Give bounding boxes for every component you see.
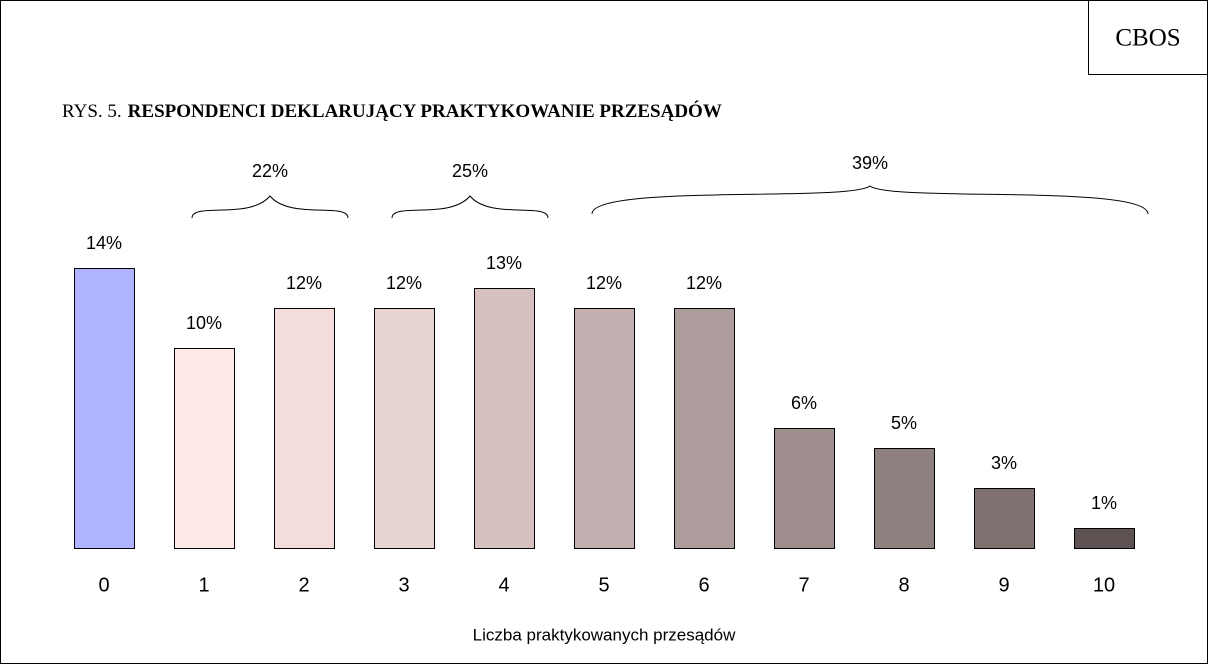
x-tick-label: 4 [498, 574, 509, 596]
group-label: 25% [452, 161, 488, 181]
source: CBOS [1115, 25, 1180, 52]
x-tick-label: 10 [1093, 574, 1115, 596]
bar [774, 428, 835, 549]
value-label: 12% [286, 273, 322, 293]
title: RYS. 5. RESPONDENCI DEKLARUJĄCY PRAKTYKOW… [62, 100, 722, 122]
x-tick-label: 0 [98, 574, 109, 596]
group-label: 22% [252, 161, 288, 181]
x-tick-label: 5 [598, 574, 609, 596]
x-tick-label: 2 [298, 574, 309, 596]
bar [874, 448, 935, 549]
value-label: 10% [186, 313, 222, 333]
x-axis-title: Liczba praktykowanych przesądów [473, 625, 736, 644]
x-tick-label: 7 [798, 574, 809, 596]
value-label: 12% [386, 273, 422, 293]
bar [74, 268, 135, 549]
value-label: 14% [86, 233, 122, 253]
bar [574, 308, 635, 549]
value-label: 1% [1091, 493, 1117, 513]
value-label: 13% [486, 253, 522, 273]
x-tick-label: 3 [398, 574, 409, 596]
x-tick-label: 6 [698, 574, 709, 596]
bar [474, 288, 535, 549]
x-tick-label: 8 [898, 574, 909, 596]
value-label: 12% [586, 273, 622, 293]
group-brace [591, 185, 1149, 215]
figure-label: RYS. 5. [62, 101, 122, 122]
bar [274, 308, 335, 549]
chart-title: RESPONDENCI DEKLARUJĄCY PRAKTYKOWANIE PR… [128, 100, 722, 122]
bar [1074, 528, 1135, 549]
x-tick-label: 1 [198, 574, 209, 596]
bar [974, 488, 1035, 549]
value-label: 5% [891, 413, 917, 433]
group-label: 39% [852, 153, 888, 173]
bar [174, 348, 235, 549]
value-label: 3% [991, 453, 1017, 473]
group-brace [391, 195, 549, 219]
x-tick-label: 9 [998, 574, 1009, 596]
bar [374, 308, 435, 549]
bar [674, 308, 735, 549]
value-label: 12% [686, 273, 722, 293]
value-label: 6% [791, 393, 817, 413]
group-brace [191, 195, 349, 219]
